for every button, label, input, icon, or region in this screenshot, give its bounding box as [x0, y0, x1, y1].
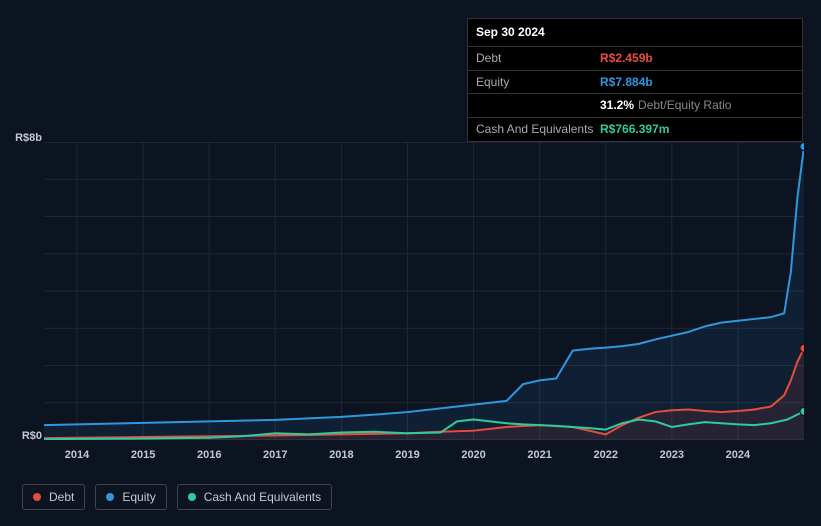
tooltip-value: 31.2% — [600, 97, 634, 114]
tooltip-value: R$766.397m — [600, 121, 669, 138]
cash-dot-icon — [188, 493, 196, 501]
legend-item-debt[interactable]: Debt — [22, 484, 85, 510]
tooltip-label: Debt — [476, 50, 600, 67]
legend: Debt Equity Cash And Equivalents — [22, 484, 332, 510]
tooltip-box: Sep 30 2024 DebtR$2.459bEquityR$7.884b31… — [467, 18, 803, 142]
x-axis-label: 2021 — [527, 449, 551, 461]
x-axis-label: 2023 — [660, 449, 684, 461]
tooltip-row: DebtR$2.459b — [468, 46, 802, 70]
legend-label: Cash And Equivalents — [204, 490, 321, 504]
tooltip-label — [476, 97, 600, 114]
legend-item-cash[interactable]: Cash And Equivalents — [177, 484, 332, 510]
tooltip-label: Equity — [476, 74, 600, 91]
equity-dot-icon — [106, 493, 114, 501]
legend-label: Equity — [122, 490, 155, 504]
x-axis-label: 2015 — [131, 449, 155, 461]
x-axis-label: 2017 — [263, 449, 287, 461]
tooltip-row: 31.2%Debt/Equity Ratio — [468, 93, 802, 117]
tooltip-row: EquityR$7.884b — [468, 70, 802, 94]
tooltip-row: Cash And EquivalentsR$766.397m — [468, 117, 802, 141]
tooltip-value: R$2.459b — [600, 50, 653, 67]
x-axis-label: 2024 — [726, 449, 750, 461]
x-axis-label: 2019 — [395, 449, 419, 461]
legend-label: Debt — [49, 490, 74, 504]
x-axis-label: 2018 — [329, 449, 353, 461]
line-chart — [44, 142, 804, 440]
legend-item-equity[interactable]: Equity — [95, 484, 166, 510]
x-axis-label: 2022 — [593, 449, 617, 461]
y-axis-label: R$8b — [8, 132, 42, 144]
x-axis-label: 2020 — [461, 449, 485, 461]
tooltip-extra: Debt/Equity Ratio — [638, 97, 731, 114]
x-axis-label: 2014 — [65, 449, 89, 461]
tooltip-value: R$7.884b — [600, 74, 653, 91]
debt-dot-icon — [33, 493, 41, 501]
x-axis-label: 2016 — [197, 449, 221, 461]
tooltip-label: Cash And Equivalents — [476, 121, 600, 138]
y-axis-label: R$0 — [8, 430, 42, 442]
tooltip-date: Sep 30 2024 — [468, 19, 802, 46]
